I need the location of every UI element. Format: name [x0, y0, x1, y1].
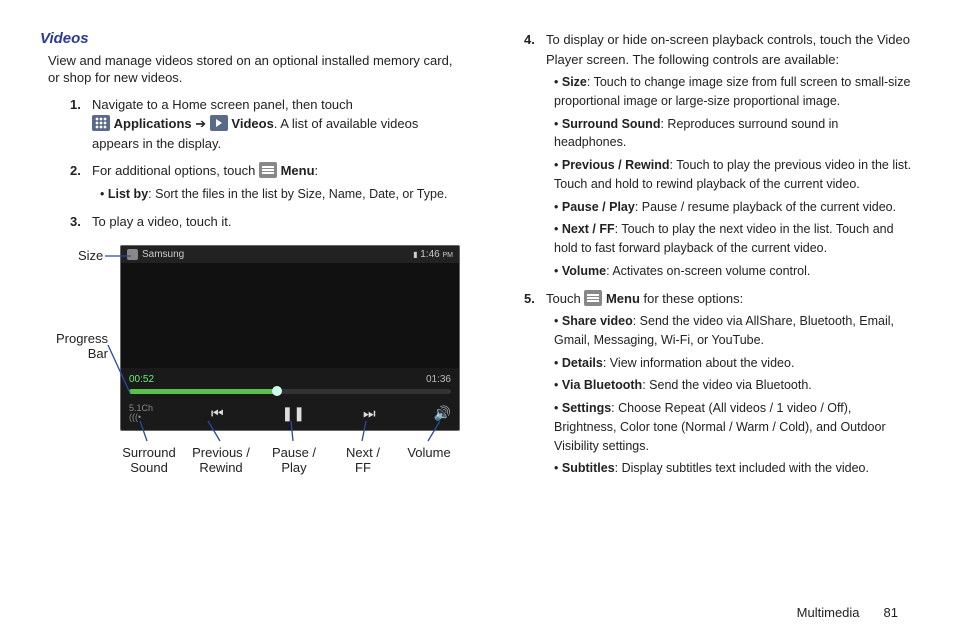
- progress-bar: [129, 389, 451, 394]
- step-4: 4. To display or hide on-screen playback…: [524, 30, 914, 281]
- next-icon: ⏭: [363, 405, 376, 422]
- intro-text: View and manage videos stored on an opti…: [48, 53, 460, 87]
- label-surround: SurroundSound: [118, 445, 180, 475]
- surround-icon: 5.1Ch(((•: [129, 404, 153, 422]
- label-volume: Volume: [404, 445, 454, 460]
- step-1: 1. Navigate to a Home screen panel, then…: [70, 95, 460, 154]
- size-icon: [127, 249, 138, 260]
- step-3: 3. To play a video, touch it.: [70, 212, 460, 232]
- applications-icon: [92, 115, 110, 131]
- player-diagram: Samsung ▮ 1:46 PM 00:52 01:36 5.1Ch(((• …: [50, 245, 460, 431]
- videos-label: Videos: [231, 116, 273, 131]
- videos-icon: [210, 115, 228, 131]
- label-progress: ProgressBar: [50, 331, 108, 361]
- section-heading: Videos: [40, 30, 460, 47]
- volume-icon: 🔊: [434, 405, 451, 422]
- previous-icon: ⏮: [211, 405, 224, 422]
- page-footer: Multimedia81: [797, 605, 898, 620]
- video-area: [121, 263, 459, 368]
- label-pause: Pause /Play: [266, 445, 322, 475]
- menu-icon: [584, 290, 602, 306]
- menu-icon: [259, 162, 277, 178]
- label-next: Next /FF: [340, 445, 386, 475]
- applications-label: Applications: [114, 116, 192, 131]
- status-bar: Samsung ▮ 1:46 PM: [121, 246, 459, 263]
- label-size: Size: [78, 248, 103, 263]
- step-5: 5. Touch Menu for these options: • Share…: [524, 289, 914, 479]
- step-2: 2. For additional options, touch Menu: •…: [70, 161, 460, 203]
- elapsed-time: 00:52: [129, 374, 154, 385]
- label-previous: Previous /Rewind: [188, 445, 254, 475]
- pause-icon: ❚❚: [282, 405, 305, 422]
- duration-time: 01:36: [426, 374, 451, 385]
